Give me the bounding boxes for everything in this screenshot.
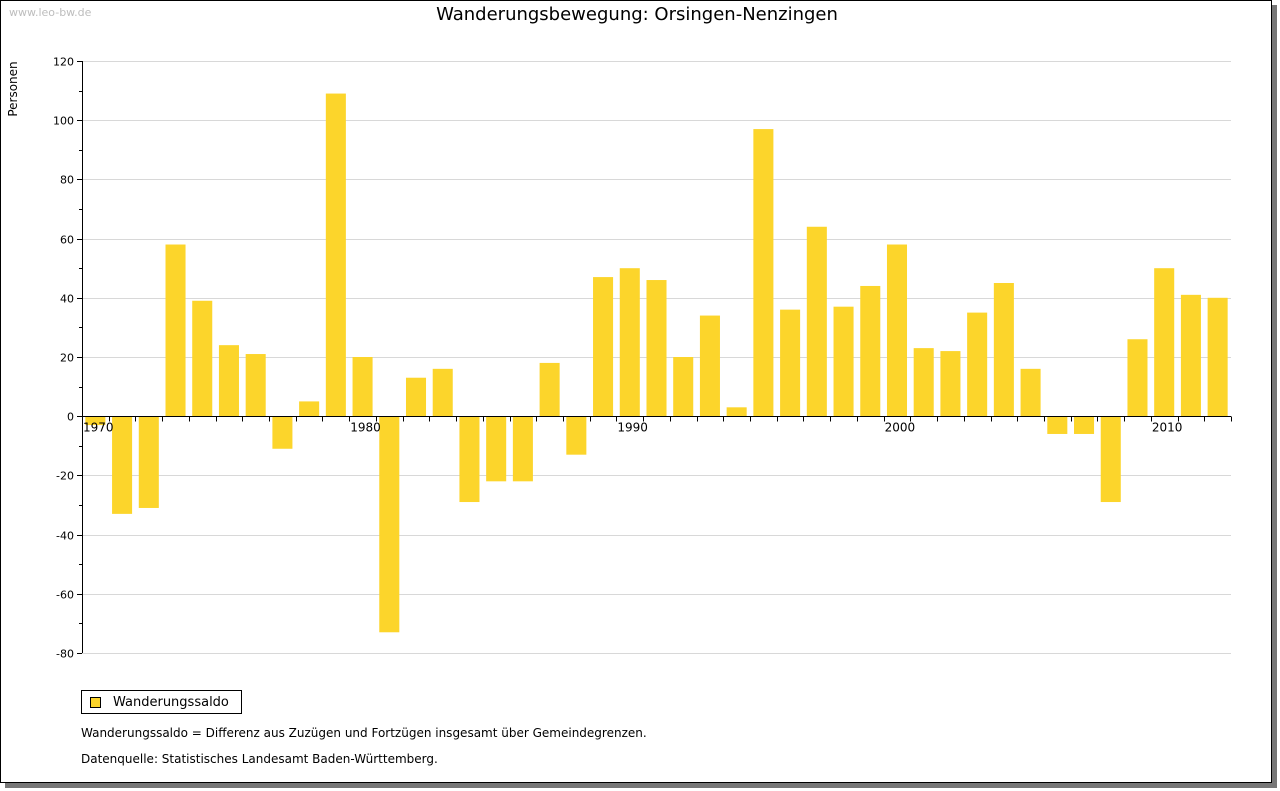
legend: Wanderungssaldo bbox=[81, 690, 242, 714]
bar-1984 bbox=[459, 416, 480, 503]
bar-2012 bbox=[1207, 297, 1228, 417]
y-tick-label: -20 bbox=[56, 470, 74, 483]
bar-1985 bbox=[486, 416, 507, 482]
bar-1972 bbox=[138, 416, 159, 508]
y-tick-label: 100 bbox=[53, 115, 74, 128]
bar-2008 bbox=[1100, 416, 1121, 503]
bars bbox=[85, 93, 1228, 633]
bar-1970 bbox=[85, 416, 106, 426]
bar-1980 bbox=[352, 357, 373, 417]
y-tick-label: 120 bbox=[53, 56, 74, 69]
bar-1999 bbox=[860, 285, 881, 417]
x-tick-label: 1980 bbox=[350, 421, 381, 435]
bar-1973 bbox=[165, 244, 186, 417]
y-tick-label: -80 bbox=[56, 648, 74, 661]
bar-1993 bbox=[699, 315, 720, 417]
bar-1986 bbox=[512, 416, 533, 482]
bar-2004 bbox=[993, 283, 1014, 417]
y-tick-label: 0 bbox=[67, 411, 74, 424]
bar-2007 bbox=[1074, 416, 1095, 434]
source-note: Datenquelle: Statistisches Landesamt Bad… bbox=[81, 752, 438, 766]
bar-2003 bbox=[967, 312, 988, 417]
bar-1983 bbox=[432, 368, 453, 417]
bar-2009 bbox=[1127, 339, 1148, 417]
bar-1974 bbox=[192, 300, 213, 417]
legend-swatch bbox=[90, 696, 101, 708]
bar-1988 bbox=[566, 416, 587, 455]
bar-1996 bbox=[780, 309, 801, 417]
y-tick-label: 80 bbox=[60, 174, 74, 187]
bar-1990 bbox=[619, 268, 640, 417]
axes: 120 100 80 60 40 20 0 -20 -40 -60 -80 1970 1980 1990 2… bbox=[53, 56, 1232, 661]
x-tick-label: 2010 bbox=[1152, 421, 1183, 435]
bar-1991 bbox=[646, 280, 667, 417]
bar-1979 bbox=[325, 93, 346, 417]
watermark: www.leo-bw.de bbox=[9, 6, 92, 19]
bar-1995 bbox=[753, 129, 774, 417]
bar-1981 bbox=[379, 416, 400, 633]
definition-note: Wanderungssaldo = Differenz aus Zuzügen … bbox=[81, 726, 647, 740]
bar-1978 bbox=[299, 401, 320, 417]
bar-1977 bbox=[272, 416, 293, 449]
bar-2002 bbox=[940, 351, 961, 417]
y-tick-label: 40 bbox=[60, 293, 74, 306]
bar-1989 bbox=[593, 277, 614, 417]
bar-1998 bbox=[833, 306, 854, 417]
chart-plot: 120 100 80 60 40 20 0 -20 -40 -60 -80 1970 1980 1990 2… bbox=[6, 56, 1232, 661]
bar-1994 bbox=[726, 407, 747, 417]
bar-1992 bbox=[673, 357, 694, 417]
bar-1971 bbox=[112, 416, 133, 514]
bar-1975 bbox=[218, 345, 239, 417]
x-tick-label: 1970 bbox=[83, 421, 114, 435]
y-axis-label: Personen bbox=[6, 61, 20, 116]
chart-title: Wanderungsbewegung: Orsingen-Nenzingen bbox=[436, 4, 838, 25]
x-tick-label: 2000 bbox=[885, 421, 916, 435]
bar-1987 bbox=[539, 362, 560, 417]
bar-2005 bbox=[1020, 368, 1041, 417]
y-tick-label: -40 bbox=[56, 530, 74, 543]
bar-1982 bbox=[405, 377, 427, 417]
y-tick-label: 60 bbox=[60, 234, 74, 247]
bar-2006 bbox=[1047, 416, 1068, 434]
bar-2000 bbox=[886, 244, 908, 417]
y-tick-label: -60 bbox=[56, 589, 74, 602]
bar-2001 bbox=[913, 348, 934, 417]
x-tick-label: 1990 bbox=[617, 421, 648, 435]
bar-1976 bbox=[245, 354, 266, 417]
y-tick-label: 20 bbox=[60, 352, 74, 365]
legend-label: Wanderungssaldo bbox=[113, 694, 229, 710]
bar-1997 bbox=[806, 226, 827, 417]
bar-2010 bbox=[1154, 268, 1175, 417]
bar-2011 bbox=[1180, 294, 1201, 417]
